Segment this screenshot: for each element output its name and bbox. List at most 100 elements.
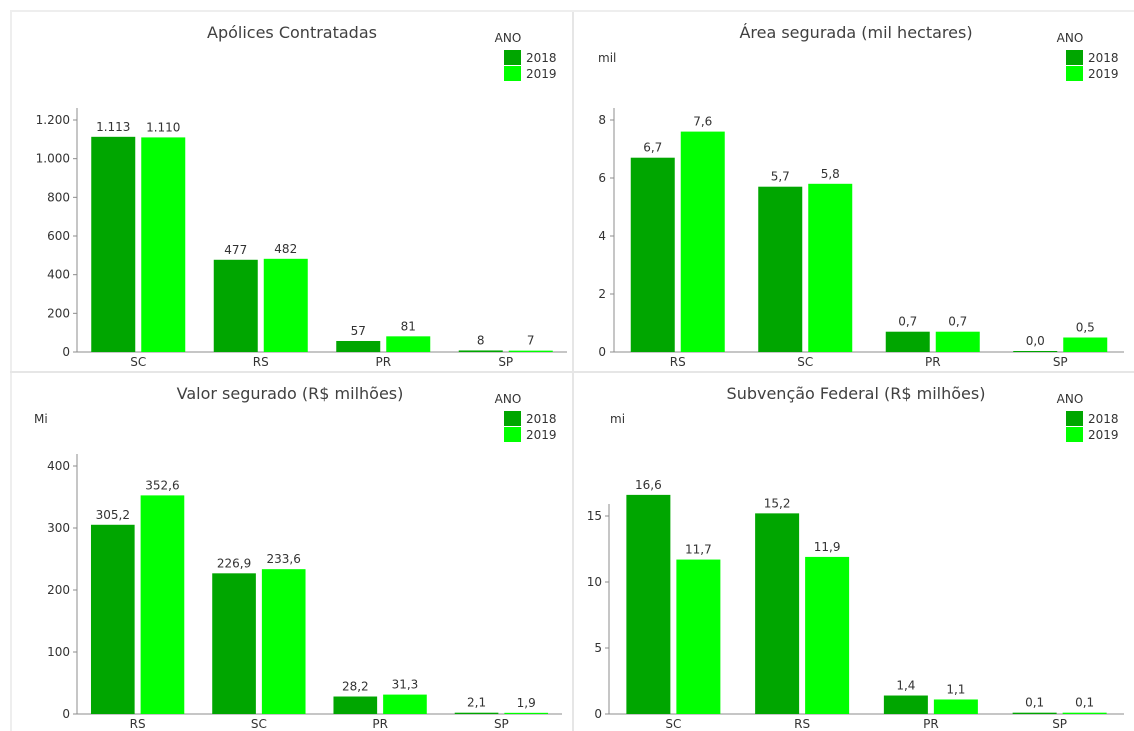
legend-swatch-2019: [1066, 66, 1083, 81]
data-label-RS-2019: 352,6: [145, 478, 179, 492]
data-label-RS-2018: 305,2: [96, 508, 130, 522]
x-tick-label-SP: SP: [494, 717, 509, 731]
x-tick-label-SP: SP: [1052, 717, 1067, 731]
legend-valor[interactable]: ANO 2018 2019: [495, 392, 557, 442]
data-label-SC-2019: 11,7: [685, 543, 712, 557]
chart-title-apolices: Apólices Contratadas: [207, 23, 377, 42]
legend-title: ANO: [495, 31, 522, 45]
x-tick-label-PR: PR: [372, 717, 388, 731]
bar-RS-2019[interactable]: [680, 131, 725, 352]
bar-PR-2019[interactable]: [935, 331, 980, 352]
bar-SP-2019[interactable]: [504, 712, 549, 714]
bar-SC-2018[interactable]: [626, 494, 671, 714]
chart-title-subvencao: Subvenção Federal (R$ milhões): [727, 384, 986, 403]
chart-panel-subvencao[interactable]: Subvenção Federal (R$ milhões) mi ANO 2018 2…: [574, 373, 1134, 731]
y-tick-label: 200: [47, 306, 70, 320]
bar-RS-2018[interactable]: [755, 513, 800, 714]
bar-SP-2019[interactable]: [508, 350, 553, 352]
bar-RS-2019[interactable]: [805, 556, 850, 714]
bar-SC-2018[interactable]: [212, 573, 256, 714]
y-tick-label: 1.200: [36, 113, 70, 127]
bar-RS-2018[interactable]: [213, 259, 258, 352]
data-label-RS-2018: 15,2: [764, 496, 791, 510]
legend-swatch-2019: [504, 427, 521, 442]
bar-RS-2018[interactable]: [90, 524, 135, 714]
bar-SC-2019[interactable]: [808, 183, 853, 352]
x-tick-label-PR: PR: [923, 717, 939, 731]
y-tick-label: 0: [62, 345, 70, 359]
x-tick-label-PR: PR: [375, 355, 391, 369]
bar-SC-2019[interactable]: [261, 569, 306, 714]
unit-label-valor: Mi: [34, 412, 48, 426]
x-tick-label-SC: SC: [797, 355, 813, 369]
legend-title: ANO: [1057, 31, 1084, 45]
data-label-SC-2019: 233,6: [267, 552, 301, 566]
y-tick-label: 800: [47, 190, 70, 204]
y-tick-label: 4: [598, 229, 606, 243]
y-tick-label: 10: [587, 575, 602, 589]
bar-RS-2018[interactable]: [630, 157, 675, 352]
data-label-PR-2018: 0,7: [898, 315, 917, 329]
bar-SC-2019[interactable]: [676, 559, 721, 714]
legend-label-2018: 2018: [526, 51, 557, 65]
x-tick-label-RS: RS: [670, 355, 686, 369]
legend-label-2019: 2019: [526, 67, 557, 81]
bar-PR-2018[interactable]: [885, 331, 930, 352]
legend-label-2019: 2019: [526, 428, 557, 442]
chart-apolices-svg: Apólices Contratadas ANO 2018 2019 0 200 400 60…: [36, 23, 567, 369]
data-label-SP-2018: 0,0: [1026, 334, 1045, 348]
legend-label-2018: 2018: [526, 412, 557, 426]
data-label-PR-2018: 57: [351, 324, 366, 338]
bar-PR-2018[interactable]: [333, 696, 378, 714]
chart-title-area: Área segurada (mil hectares): [739, 23, 972, 42]
legend-swatch-2019: [1066, 427, 1083, 442]
bar-SC-2018[interactable]: [758, 186, 803, 352]
legend-title: ANO: [1057, 392, 1084, 406]
panel-divider-horizontal: [10, 371, 1134, 373]
data-label-RS-2019: 7,6: [693, 115, 712, 129]
data-label-SP-2019: 0,1: [1075, 696, 1094, 710]
y-tick-label: 400: [47, 268, 70, 282]
bar-SC-2019[interactable]: [141, 137, 186, 352]
bar-SP-2018[interactable]: [1012, 712, 1057, 714]
y-tick-label: 400: [47, 459, 70, 473]
bar-SP-2018[interactable]: [458, 350, 503, 352]
y-tick-label: 6: [598, 171, 606, 185]
data-label-PR-2018: 28,2: [342, 680, 369, 694]
chart-valor-svg: Valor segurado (R$ milhões) Mi ANO 2018 2019…: [34, 384, 562, 731]
data-label-SP-2019: 0,5: [1076, 321, 1095, 335]
legend-label-2018: 2018: [1088, 51, 1119, 65]
data-label-RS-2019: 11,9: [814, 540, 841, 554]
data-label-RS-2019: 482: [274, 242, 297, 256]
y-tick-label: 8: [598, 113, 606, 127]
bar-SP-2018[interactable]: [1013, 351, 1058, 352]
chart-panel-valor[interactable]: Valor segurado (R$ milhões) Mi ANO 2018 2019…: [12, 373, 572, 731]
data-label-SP-2019: 1,9: [517, 696, 536, 710]
data-label-RS-2018: 6,7: [643, 141, 662, 155]
data-label-PR-2019: 1,1: [946, 682, 965, 696]
bar-SP-2019[interactable]: [1062, 712, 1107, 714]
legend-label-2019: 2019: [1088, 428, 1119, 442]
chart-panel-apolices[interactable]: Apólices Contratadas ANO 2018 2019 0 200 400 60…: [12, 12, 572, 371]
bar-RS-2019[interactable]: [263, 258, 308, 352]
bar-SP-2019[interactable]: [1063, 337, 1108, 353]
bar-PR-2019[interactable]: [933, 699, 978, 714]
chart-area-svg: Área segurada (mil hectares)milANO201820…: [598, 23, 1124, 369]
x-tick-label-SC: SC: [665, 717, 681, 731]
bar-SP-2018[interactable]: [454, 712, 499, 714]
bar-PR-2018[interactable]: [883, 695, 928, 714]
legend-subvencao[interactable]: ANO 2018 2019: [1057, 392, 1119, 442]
bar-PR-2019[interactable]: [386, 336, 431, 352]
legend-area[interactable]: ANO 2018 2019: [1057, 31, 1119, 81]
bar-PR-2018[interactable]: [336, 340, 381, 352]
chart-panel-area[interactable]: Área segurada (mil hectares) mil ANO 2018 20…: [574, 12, 1134, 371]
unit-label-area: mil: [598, 51, 616, 65]
bar-RS-2019[interactable]: [140, 495, 185, 714]
legend-swatch-2018: [1066, 50, 1083, 65]
bar-SC-2018[interactable]: [91, 136, 136, 352]
legend-swatch-2018: [504, 411, 521, 426]
bar-PR-2019[interactable]: [383, 694, 427, 714]
legend-apolices[interactable]: ANO 2018 2019: [495, 31, 557, 81]
y-tick-label: 5: [594, 641, 602, 655]
data-label-SC-2019: 1.110: [146, 120, 180, 134]
